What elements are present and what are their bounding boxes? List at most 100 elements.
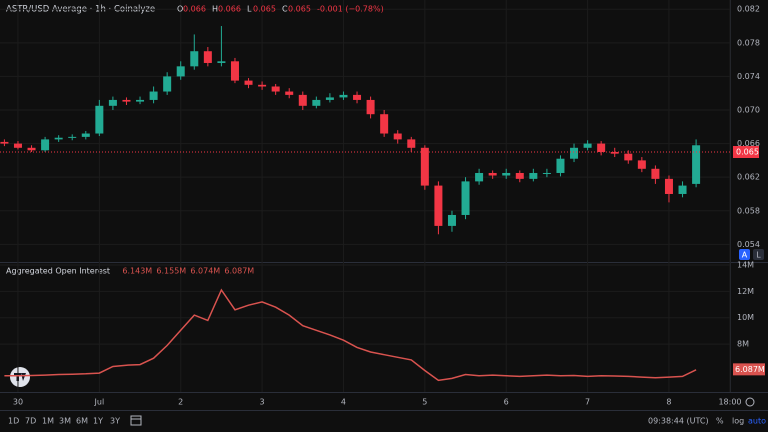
auto-scale-button[interactable] xyxy=(739,249,750,260)
candle-body xyxy=(298,94,307,106)
legend-value: 6.155M xyxy=(156,267,186,276)
y-tick-label: 0.078 xyxy=(737,38,760,47)
candle-body xyxy=(678,185,687,194)
x-tick-label: 2 xyxy=(178,398,183,407)
legend-value: 6.087M xyxy=(224,267,254,276)
log-scale-label[interactable]: L xyxy=(756,251,761,260)
candle-body xyxy=(610,151,619,154)
y-tick-label: 0.066 xyxy=(737,139,760,148)
candle-body xyxy=(271,86,280,92)
candle-body xyxy=(542,172,551,174)
candle-body xyxy=(163,76,172,92)
y-tick-label: 0.082 xyxy=(737,5,760,14)
last-value-label: 6.087M xyxy=(735,365,765,374)
legend-value: 0.065 xyxy=(288,5,311,14)
candle-body xyxy=(475,172,484,182)
candle-body xyxy=(380,114,389,134)
range-button[interactable]: 1Y xyxy=(93,417,103,426)
candle-body xyxy=(203,51,212,63)
candle-body xyxy=(190,51,199,67)
legend-key: L xyxy=(247,5,252,14)
log-scale-button[interactable] xyxy=(753,249,764,260)
candle-body xyxy=(664,178,673,194)
y-tick-label: 0.062 xyxy=(737,173,760,182)
candle-body xyxy=(556,158,565,173)
range-button[interactable]: 1D xyxy=(8,417,19,426)
candle-body xyxy=(339,94,348,98)
legend-key: C xyxy=(282,5,288,14)
scale-option[interactable]: log xyxy=(732,417,744,426)
candle-body xyxy=(529,172,538,179)
y-tick-label: 10M xyxy=(737,313,754,322)
range-button[interactable]: 3Y xyxy=(110,417,120,426)
legend-value: 0.066 xyxy=(218,5,241,14)
candle-body xyxy=(420,147,429,186)
scale-option[interactable]: auto xyxy=(748,417,766,426)
clock: 09:38:44 (UTC) xyxy=(648,417,709,426)
candle-body xyxy=(447,214,456,226)
candle-body xyxy=(13,143,22,148)
candle-body xyxy=(651,168,660,179)
candle-body xyxy=(461,181,470,215)
candle-body xyxy=(108,99,117,106)
candle-body xyxy=(312,99,321,106)
candle-body xyxy=(570,147,579,159)
candle-body xyxy=(407,139,416,148)
legend-value: 0.065 xyxy=(253,5,276,14)
candle-body xyxy=(583,143,592,148)
candle-body xyxy=(515,172,524,179)
legend-value: 0.066 xyxy=(183,5,206,14)
candle-body xyxy=(136,99,145,102)
logo xyxy=(10,367,30,387)
x-tick-label: 30 xyxy=(13,398,23,407)
calendar-icon[interactable] xyxy=(130,415,142,426)
x-tick-label: 5 xyxy=(422,398,427,407)
legend-value: 6.143M xyxy=(122,267,152,276)
candle-body xyxy=(54,137,63,140)
x-tick-label: 7 xyxy=(585,398,590,407)
legend-key: O xyxy=(177,5,183,14)
candle-body xyxy=(149,91,158,100)
candle-body xyxy=(393,133,402,140)
x-tick-label: Jul xyxy=(94,398,105,407)
x-tick-label: 8 xyxy=(666,398,671,407)
x-tick-label: 4 xyxy=(341,398,346,407)
candle-body xyxy=(122,99,131,102)
candle-body xyxy=(353,94,362,100)
y-tick-label: 14M xyxy=(737,260,754,269)
candle-body xyxy=(244,80,253,85)
x-tick-label: 6 xyxy=(504,398,509,407)
candle-body xyxy=(488,172,497,176)
settings-icon[interactable] xyxy=(745,397,755,407)
candle-body xyxy=(692,145,701,184)
y-tick-label: 0.070 xyxy=(737,106,760,115)
range-button[interactable]: 3M xyxy=(59,417,71,426)
range-button[interactable]: 1M xyxy=(42,417,54,426)
scale-option[interactable]: % xyxy=(716,417,724,426)
legend-value: 6.074M xyxy=(190,267,220,276)
candle-body xyxy=(325,97,334,100)
candle-body xyxy=(597,143,606,152)
legend-value: -0.001 (−0.78%) xyxy=(317,5,384,14)
y-tick-label: 0.058 xyxy=(737,206,760,215)
candle-body xyxy=(41,139,50,151)
candle-body xyxy=(95,105,104,134)
candle-body xyxy=(68,136,77,138)
last-price-label: 0.065 xyxy=(736,147,759,156)
legend-key: H xyxy=(212,5,218,14)
candle-body xyxy=(258,84,267,87)
candle-body xyxy=(624,153,633,161)
auto-scale-label[interactable]: A xyxy=(742,251,748,260)
y-tick-label: 8M xyxy=(737,340,749,349)
range-button[interactable]: 7D xyxy=(25,417,36,426)
x-tick-label: 3 xyxy=(260,398,265,407)
candle-body xyxy=(0,141,9,144)
open-interest-line xyxy=(4,288,697,382)
range-button[interactable]: 6M xyxy=(76,417,88,426)
last-value-box xyxy=(733,363,765,376)
candle-body xyxy=(285,91,294,95)
last-price-box xyxy=(733,145,759,158)
x-tick-label: 18:00 xyxy=(718,398,741,407)
